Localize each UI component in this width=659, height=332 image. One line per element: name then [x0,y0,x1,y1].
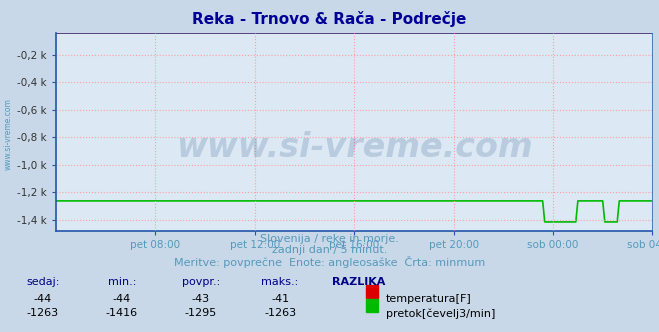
Text: -41: -41 [271,294,289,304]
Text: min.:: min.: [107,277,136,287]
Text: -1416: -1416 [106,308,138,318]
Text: -1295: -1295 [185,308,217,318]
Text: Reka - Trnovo & Rača - Podrečje: Reka - Trnovo & Rača - Podrečje [192,11,467,27]
Text: -43: -43 [192,294,210,304]
Text: povpr.:: povpr.: [182,277,220,287]
Text: -1263: -1263 [27,308,59,318]
Text: Meritve: povprečne  Enote: angleosaške  Črta: minmum: Meritve: povprečne Enote: angleosaške Čr… [174,256,485,268]
Text: www.si-vreme.com: www.si-vreme.com [3,99,13,170]
Text: RAZLIKA: RAZLIKA [333,277,386,287]
Text: -44: -44 [113,294,131,304]
Text: -44: -44 [34,294,52,304]
Text: temperatura[F]: temperatura[F] [386,294,471,304]
Text: zadnji dan / 5 minut.: zadnji dan / 5 minut. [272,245,387,255]
Text: sedaj:: sedaj: [26,277,59,287]
Text: pretok[čevelj3/min]: pretok[čevelj3/min] [386,308,495,319]
Text: Slovenija / reke in morje.: Slovenija / reke in morje. [260,234,399,244]
Text: -1263: -1263 [264,308,296,318]
Text: maks.:: maks.: [262,277,299,287]
Text: www.si-vreme.com: www.si-vreme.com [176,131,532,164]
